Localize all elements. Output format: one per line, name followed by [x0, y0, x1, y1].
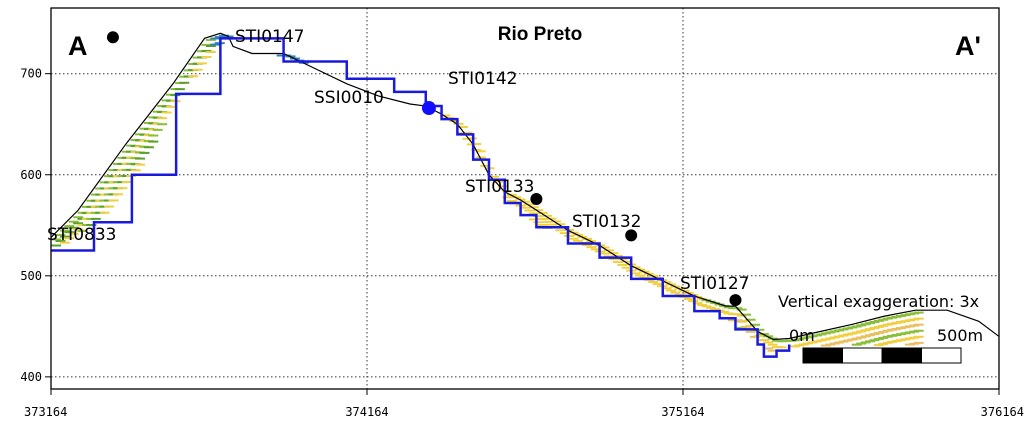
vertical-exaggeration-note: Vertical exaggeration: 3x — [778, 292, 979, 311]
section-start-label: A — [68, 31, 88, 61]
x-tick-label: 376164 — [981, 405, 1024, 419]
well-marker — [530, 193, 543, 206]
well-label: STI0132 — [572, 212, 641, 232]
scale-bar-segment — [842, 347, 883, 364]
well-label: STI0147 — [235, 27, 304, 47]
x-tick-label: 374164 — [345, 405, 388, 419]
well-label: STI0142 — [448, 69, 517, 89]
x-tick-label: 373164 — [24, 405, 67, 419]
chart-title: Rio Preto — [498, 24, 582, 45]
y-tick-label: 400 — [20, 370, 42, 384]
well-marker — [106, 31, 119, 44]
well-marker — [625, 229, 638, 242]
well-marker — [729, 294, 742, 307]
scale-bar-segment — [802, 347, 843, 364]
series-lines — [50, 32, 1000, 358]
section-end-label: A' — [955, 31, 981, 61]
scale-bar-end-label: 500m — [937, 326, 983, 345]
well-label: STI0133 — [465, 177, 534, 197]
plot-frame — [50, 7, 1000, 390]
axes: 373164 374164 375164 376164 400 500 600 700 — [20, 7, 1024, 419]
well-marker — [421, 101, 436, 116]
scale-bar — [802, 347, 962, 364]
well-label: STI0833 — [47, 225, 116, 245]
grid-lines — [51, 8, 999, 389]
well-label: STI0127 — [680, 274, 749, 294]
well-label: SSI0010 — [314, 88, 384, 108]
well-markers: STI0147 STI0142 STI0133 STI0132 STI0127 SSI00… — [47, 27, 749, 307]
y-tick-label: 500 — [20, 269, 42, 283]
scale-bar-start-label: 0m — [789, 326, 815, 345]
y-tick-label: 600 — [20, 168, 42, 182]
water-table-line — [51, 37, 791, 358]
x-tick-label: 375164 — [661, 405, 704, 419]
y-tick-label: 700 — [20, 67, 42, 81]
scale-bar-segment — [921, 347, 962, 364]
scale-bar-segment — [881, 347, 922, 364]
